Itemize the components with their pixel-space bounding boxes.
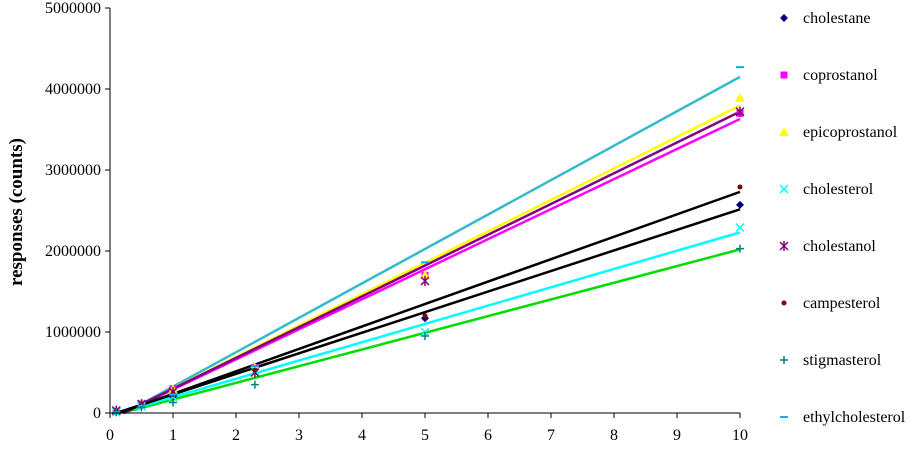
asterisk-marker: [779, 241, 789, 251]
trend-line-ethylcholesterol: [124, 75, 741, 415]
legend-marker: [781, 300, 787, 306]
circle-marker: [252, 367, 258, 373]
legend-label: campesterol: [803, 295, 881, 312]
legend-marker: [780, 356, 788, 364]
legend-marker: [779, 127, 789, 136]
legend-item-cholestanol: cholestanol: [779, 238, 876, 255]
data-point-stigmasterol: [250, 380, 259, 389]
data-point-cholesterol: [735, 222, 745, 233]
legend-item-ethylcholesterol: ethylcholesterol: [780, 409, 906, 426]
data-point-campesterol: [737, 184, 743, 190]
plus-marker: [780, 356, 788, 364]
legend-marker: [779, 241, 789, 251]
x-tick-label: 10: [732, 427, 748, 444]
plus-marker: [736, 244, 744, 253]
x-marker: [735, 222, 745, 233]
data-point-stigmasterol: [137, 403, 146, 412]
legend-label: cholesterol: [803, 181, 874, 198]
triangle-marker: [735, 92, 745, 102]
x-tick-label: 7: [547, 427, 555, 444]
data-point-campesterol: [422, 313, 428, 319]
y-tick-label: 5000000: [45, 0, 101, 17]
square-marker: [780, 71, 788, 79]
plus-marker: [421, 332, 429, 341]
y-axis-label: responses (counts): [6, 138, 27, 286]
legend-item-stigmasterol: stigmasterol: [780, 352, 882, 369]
plus-marker: [137, 403, 146, 412]
legend-item-cholestane: cholestane: [780, 10, 871, 27]
x-tick-label: 0: [106, 427, 114, 444]
x-tick-label: 2: [232, 427, 240, 444]
legend-label: cholestane: [803, 10, 871, 27]
legend-label: epicoprostanol: [803, 124, 898, 141]
y-tick-label: 1000000: [45, 324, 101, 341]
legend-label: stigmasterol: [803, 352, 882, 369]
data-point-cholestanol: [420, 275, 430, 286]
trend-lines: [115, 75, 741, 415]
legend-marker: [780, 71, 788, 79]
data-point-stigmasterol: [421, 332, 429, 341]
data-point-campesterol: [252, 367, 258, 373]
legend-item-cholesterol: cholesterol: [779, 181, 874, 198]
y-tick-label: 3000000: [45, 162, 101, 179]
trend-line-cholestanol: [122, 110, 741, 415]
legend-item-coprostanol: coprostanol: [780, 67, 878, 84]
data-point-epicoprostanol: [420, 270, 430, 280]
y-tick-label: 0: [93, 405, 101, 422]
data-point-cholestane: [736, 200, 744, 209]
data-point-stigmasterol: [736, 244, 744, 253]
x-tick-label: 8: [610, 427, 618, 444]
circle-marker: [781, 300, 787, 306]
circle-marker: [422, 313, 428, 319]
trend-line-cholestane: [115, 208, 741, 415]
triangle-marker: [779, 127, 789, 136]
legend-label: cholestanol: [803, 238, 876, 255]
legend: cholestane coprostanol epicoprostanol chole…: [779, 10, 906, 426]
diamond-marker: [780, 14, 788, 22]
diamond-marker: [736, 200, 744, 209]
legend-item-campesterol: campesterol: [781, 295, 881, 312]
asterisk-marker: [735, 106, 745, 117]
data-points: [111, 66, 745, 417]
triangle-marker: [420, 270, 430, 280]
x-tick-label: 1: [169, 427, 177, 444]
trend-line-stigmasterol: [121, 248, 741, 415]
y-tick-label: 2000000: [45, 243, 101, 260]
legend-label: ethylcholesterol: [803, 409, 906, 426]
circle-marker: [737, 184, 743, 190]
legend-marker: [779, 184, 789, 194]
y-tick-label: 4000000: [45, 81, 101, 98]
x-tick-label: 4: [358, 427, 366, 444]
x-tick-label: 9: [673, 427, 681, 444]
plus-marker: [250, 380, 259, 389]
x-tick-label: 6: [484, 427, 492, 444]
data-point-cholesterol: [420, 327, 430, 337]
legend-item-epicoprostanol: epicoprostanol: [779, 124, 898, 141]
data-point-stigmasterol: [169, 398, 177, 407]
trend-line-campesterol: [118, 190, 741, 415]
trend-line-cholesterol: [118, 231, 741, 415]
axes: 0 1000000 2000000 3000000 4000000 5000000 0 1 2 3…: [45, 0, 748, 444]
x-marker: [779, 184, 789, 194]
plus-marker: [169, 398, 177, 407]
asterisk-marker: [420, 275, 430, 286]
x-tick-label: 5: [421, 427, 429, 444]
x-marker: [420, 327, 430, 337]
data-point-epicoprostanol: [735, 92, 745, 102]
legend-label: coprostanol: [803, 67, 878, 84]
data-point-cholestanol: [735, 106, 745, 117]
legend-marker: [780, 14, 788, 22]
x-tick-label: 3: [295, 427, 303, 444]
